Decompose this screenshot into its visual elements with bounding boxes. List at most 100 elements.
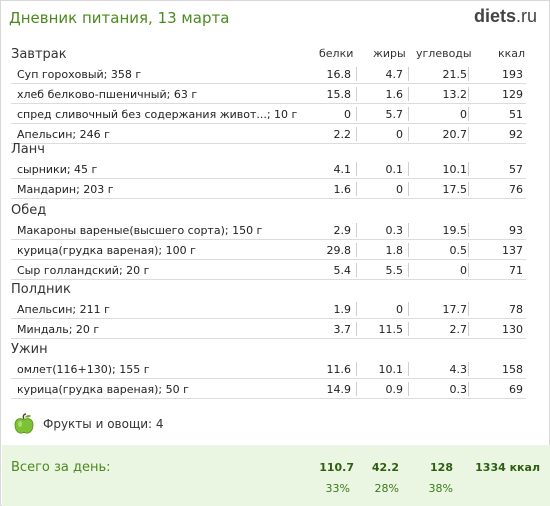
food-name: Апельсин; 246 г: [17, 128, 110, 141]
food-fat: 0: [396, 183, 403, 196]
column-divider: [356, 87, 357, 101]
meal-title: Завтрак: [11, 47, 67, 62]
meal-title: Полдник: [11, 282, 71, 297]
column-divider: [356, 127, 357, 141]
food-fat: 1.6: [385, 88, 404, 101]
food-protein: 1.9: [333, 303, 352, 316]
food-name: Мандарин; 203 г: [17, 183, 114, 196]
column-divider: [408, 223, 409, 237]
food-carbs: 0: [460, 264, 467, 277]
total-fat: 42.2: [371, 461, 399, 474]
column-divider: [468, 362, 469, 376]
column-divider: [408, 263, 409, 277]
food-carbs: 21.5: [442, 68, 468, 81]
food-row: спред сливочный без содержания живот...;…: [11, 105, 526, 124]
food-row: омлет(116+130); 155 г 11.6 10.1 4.3 158: [11, 360, 526, 379]
fruits-vegetables: Фрукты и овощи: 4: [13, 413, 313, 435]
food-kcal: 51: [509, 108, 523, 121]
site-logo[interactable]: diets.ru: [474, 6, 537, 27]
column-divider: [356, 362, 357, 376]
column-divider: [468, 302, 469, 316]
food-row: Макароны вареные(высшего сорта); 150 г 2.…: [11, 221, 526, 240]
food-fat: 0: [396, 303, 403, 316]
food-name: Макароны вареные(высшего сорта); 150 г: [17, 224, 263, 237]
column-divider: [408, 107, 409, 121]
food-carbs: 0: [460, 108, 467, 121]
column-divider: [356, 243, 357, 257]
food-protein: 0: [344, 108, 351, 121]
food-kcal: 193: [502, 68, 523, 81]
column-divider: [468, 67, 469, 81]
food-fat: 1.8: [385, 244, 404, 257]
food-row: хлеб белково-пшеничный; 63 г 15.8 1.6 13.2 1…: [11, 85, 526, 104]
column-header-protein: белки: [319, 47, 354, 60]
food-kcal: 158: [502, 363, 523, 376]
page-title: Дневник питания, 13 марта: [9, 9, 230, 27]
food-row: Мандарин; 203 г 1.6 0 17.5 76: [11, 180, 526, 199]
food-protein: 15.8: [326, 88, 352, 101]
header: Дневник питания, 13 марта diets.ru: [1, 1, 549, 35]
food-carbs: 0.5: [449, 244, 468, 257]
food-row: Сыр голландский; 20 г 5.4 5.5 0 71: [11, 261, 526, 280]
food-row: Миндаль; 20 г 3.7 11.5 2.7 130: [11, 320, 526, 339]
food-name: спред сливочный без содержания живот...;…: [17, 108, 298, 121]
column-divider: [468, 127, 469, 141]
logo-text: diets: [473, 6, 516, 26]
food-name: сырники; 45 г: [17, 163, 98, 176]
food-fat: 10.1: [378, 363, 404, 376]
column-divider: [408, 127, 409, 141]
column-divider: [408, 382, 409, 396]
column-divider: [468, 243, 469, 257]
food-fat: 0: [396, 128, 403, 141]
column-divider: [356, 382, 357, 396]
column-divider: [356, 67, 357, 81]
food-kcal: 92: [509, 128, 523, 141]
column-divider: [356, 223, 357, 237]
food-fat: 5.7: [385, 108, 404, 121]
food-kcal: 71: [509, 264, 523, 277]
total-label: Всего за день:: [11, 460, 111, 475]
food-kcal: 130: [502, 323, 523, 336]
food-carbs: 0.3: [449, 383, 468, 396]
column-divider: [408, 162, 409, 176]
column-header-carbs: углеводы: [416, 47, 472, 60]
column-divider: [356, 263, 357, 277]
column-divider: [408, 182, 409, 196]
meal-title: Ужин: [11, 342, 48, 357]
total-protein-percent: 33%: [325, 482, 350, 495]
food-carbs: 2.7: [449, 323, 468, 336]
meal-title: Ланч: [11, 142, 45, 157]
green-apple-icon: [14, 413, 34, 434]
food-carbs: 10.1: [442, 163, 468, 176]
column-divider: [356, 162, 357, 176]
column-divider: [468, 87, 469, 101]
food-kcal: 57: [509, 163, 523, 176]
column-divider: [408, 302, 409, 316]
column-header-fat: жиры: [373, 47, 406, 60]
food-protein: 29.8: [326, 244, 352, 257]
food-protein: 5.4: [333, 264, 352, 277]
food-name: хлеб белково-пшеничный; 63 г: [17, 88, 198, 101]
food-name: Сыр голландский; 20 г: [17, 264, 150, 277]
food-protein: 3.7: [333, 323, 352, 336]
food-row: Суп гороховый; 358 г 16.8 4.7 21.5 193: [11, 65, 526, 84]
food-protein: 14.9: [326, 383, 352, 396]
food-carbs: 17.7: [442, 303, 468, 316]
column-divider: [468, 263, 469, 277]
column-divider: [468, 382, 469, 396]
column-divider: [356, 182, 357, 196]
food-row: Апельсин; 246 г 2.2 0 20.7 92: [11, 125, 526, 144]
fruits-count-label: Фрукты и овощи: 4: [43, 417, 164, 431]
column-header-kcal: ккал: [498, 47, 526, 60]
food-name: Миндаль; 20 г: [17, 323, 100, 336]
total-fat-percent: 28%: [374, 482, 399, 495]
logo-domain: .ru: [515, 6, 537, 26]
total-carbs-percent: 38%: [428, 482, 453, 495]
food-carbs: 4.3: [449, 363, 468, 376]
food-fat: 0.9: [385, 383, 404, 396]
food-fat: 11.5: [378, 323, 404, 336]
food-carbs: 19.5: [442, 224, 468, 237]
food-row: Апельсин; 211 г 1.9 0 17.7 78: [11, 300, 526, 319]
food-row: курица(грудка вареная); 100 г 29.8 1.8 0.5 1…: [11, 241, 526, 260]
